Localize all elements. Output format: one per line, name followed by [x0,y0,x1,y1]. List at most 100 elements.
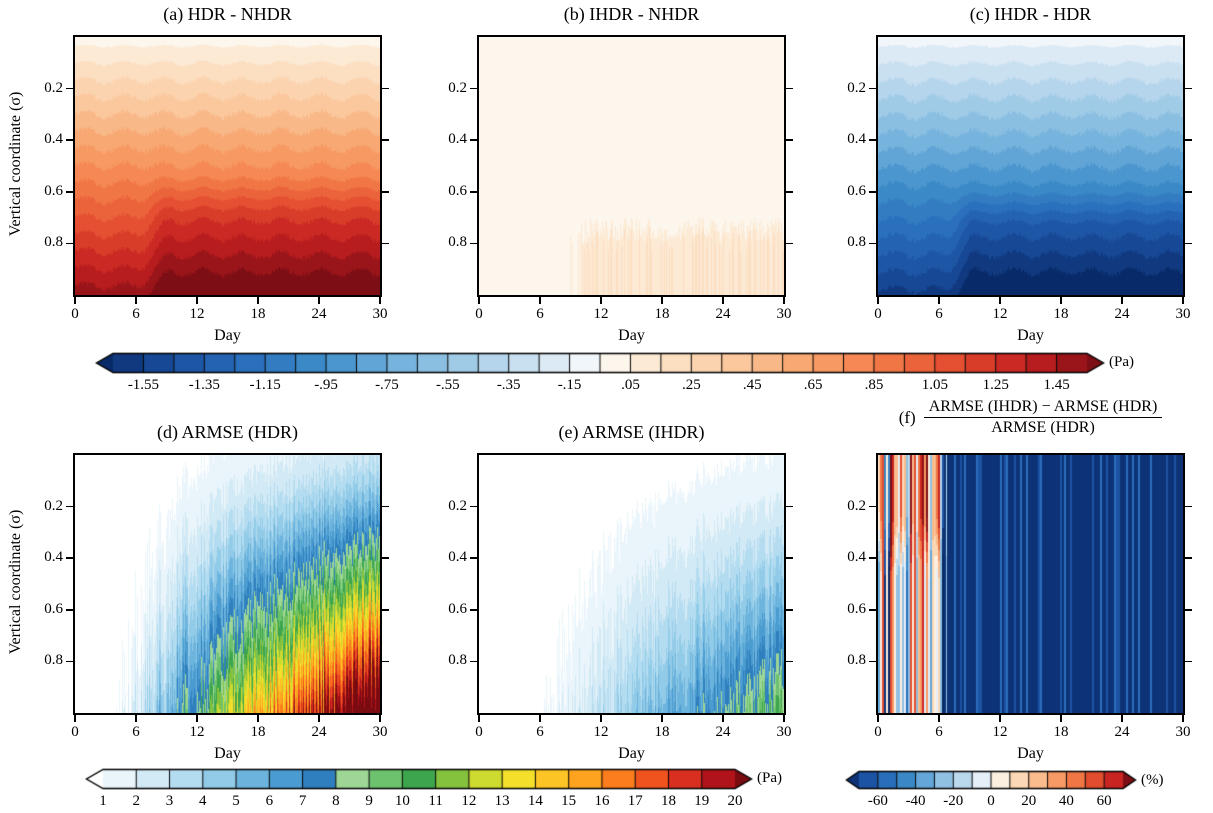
colorbar-tick-label: 8 [332,793,340,809]
y-tick-mark [1185,139,1192,141]
y-tick-mark [470,505,477,508]
x-tick-label: 12 [189,724,205,740]
y-tick-mark [869,139,876,141]
y-tick-mark [1185,242,1192,245]
panel-f-title-numerator: ARMSE (IHDR) − ARMSE (HDR) [923,398,1163,419]
colorbar-tick-label: 9 [365,793,373,809]
colorbar-tick-label: -1.55 [127,377,160,393]
panel-b-contour-field [479,37,784,295]
y-tick-label: 0.2 [847,79,866,96]
y-tick-mark [1185,505,1192,508]
x-tick-label: 18 [654,724,670,740]
y-tick-label: 0.6 [847,600,866,617]
y-tick-mark [786,505,793,508]
x-tick-mark [722,297,724,304]
x-tick-label: 6 [536,724,544,740]
colorbar-tick-label: 18 [660,793,676,809]
x-tick-mark [74,297,76,304]
x-tick-label: 24 [1114,306,1130,322]
x-tick-label: 30 [1175,724,1191,740]
x-tick-mark [600,715,602,722]
panel-f-title-fraction: ARMSE (IHDR) − ARMSE (HDR) ARMSE (HDR) [923,398,1163,438]
panel-a-frame [73,35,382,297]
colorbar-tick-label: -.55 [435,377,460,393]
y-tick-label: 0.4 [847,131,866,148]
y-tick-mark [869,191,876,193]
x-tick-label: 12 [189,306,205,322]
x-tick-label: 6 [935,724,943,740]
colorbar-tick-label: -60 [867,793,888,809]
y-tick-mark [382,660,389,663]
x-tick-mark [379,715,381,722]
x-tick-mark [600,297,602,304]
y-tick-label: 0.2 [44,497,63,514]
colorbar-tick-label: .85 [864,377,884,393]
y-tick-label: 0.8 [44,652,63,669]
x-axis-label: Day [214,745,241,762]
panel-f-title-denominator: ARMSE (HDR) [991,419,1095,437]
colorbar-tick-label: 1 [99,793,107,809]
x-tick-label: 30 [1175,306,1191,322]
panel-a-title: (a) HDR - NHDR [163,4,292,24]
y-tick-mark [1185,609,1192,611]
colorbar-tick-label: -.75 [375,377,399,393]
x-tick-label: 12 [992,306,1008,322]
y-tick-mark [1185,87,1192,90]
x-tick-label: 18 [1053,724,1069,740]
colorbar-percent [845,770,1137,790]
panel-f-contour-field [878,455,1183,713]
y-tick-label: 0.6 [847,182,866,199]
x-tick-label: 18 [250,724,266,740]
colorbar-tick-label: 1.05 [921,377,948,393]
x-tick-label: 0 [475,306,483,322]
colorbar-armse-unit: (Pa) [757,770,782,786]
colorbar-tick-label: 16 [594,793,610,809]
colorbar-tick-label: .25 [681,377,701,393]
y-tick-mark [66,242,73,245]
y-tick-label: 0.8 [847,234,866,251]
colorbar-tick-label: -20 [943,793,964,809]
y-tick-mark [470,191,477,193]
panel-f-title-prefix: (f) [898,407,916,427]
panel-a-contour-field [75,37,380,295]
x-tick-label: 0 [874,724,882,740]
y-tick-mark [382,139,389,141]
colorbar-tick-label: 11 [428,793,443,809]
x-tick-mark [1182,715,1184,722]
x-tick-label: 30 [372,306,388,322]
y-tick-label: 0.4 [847,549,866,566]
x-tick-label: 6 [132,724,140,740]
panel-e-frame [477,453,786,715]
x-tick-mark [135,297,137,304]
colorbar-percent-unit: (%) [1141,772,1164,788]
x-tick-mark [783,297,785,304]
x-axis-label: Day [618,745,645,762]
x-tick-mark [478,297,480,304]
x-tick-mark [196,715,198,722]
y-tick-mark [470,87,477,90]
x-tick-label: 24 [311,724,327,740]
x-tick-label: 6 [935,306,943,322]
x-tick-label: 18 [1053,306,1069,322]
x-tick-label: 18 [250,306,266,322]
x-tick-label: 12 [593,306,609,322]
y-tick-mark [786,139,793,141]
y-tick-mark [66,557,73,559]
y-tick-label: 0.4 [44,131,63,148]
x-tick-mark [539,297,541,304]
y-tick-label: 0.8 [847,652,866,669]
x-tick-label: 24 [715,306,731,322]
colorbar-tick-label: 3 [165,793,174,809]
colorbar-tick-label: 20 [1021,793,1037,809]
x-axis-label: Day [214,327,241,344]
colorbar-tick-label: 2 [132,793,141,809]
colorbar-tick-label: 4 [199,793,207,809]
y-tick-mark [66,609,73,611]
y-tick-mark [66,139,73,141]
colorbar-tick-label: 7 [298,793,307,809]
x-tick-label: 18 [654,306,670,322]
colorbar-tick-label: 0 [987,793,995,809]
y-tick-mark [66,191,73,193]
y-tick-mark [869,660,876,663]
x-tick-mark [877,297,879,304]
